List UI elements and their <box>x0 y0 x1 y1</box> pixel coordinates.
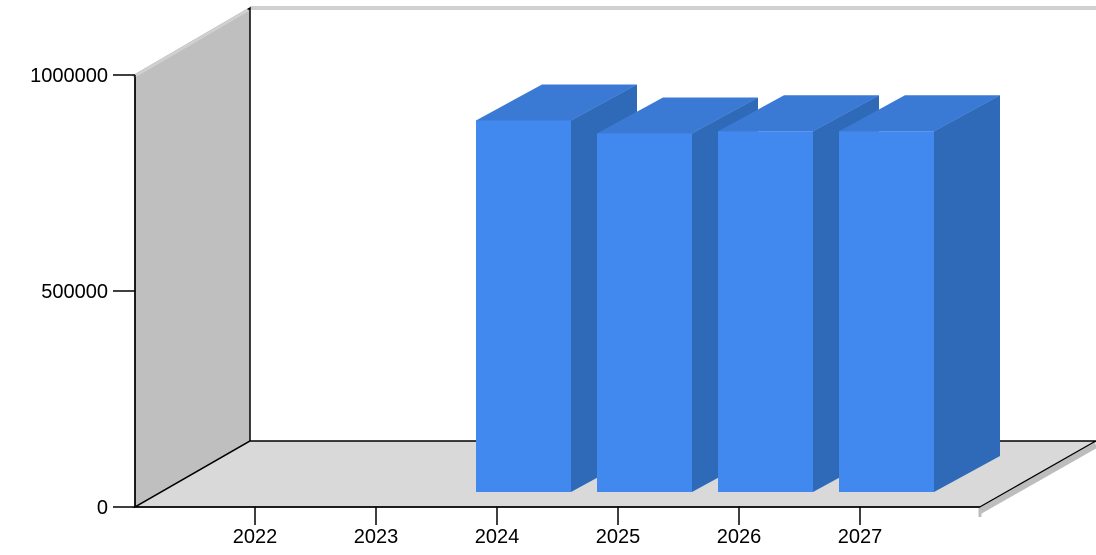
x-tick-label: 2027 <box>838 526 883 548</box>
bar-side <box>934 95 1000 492</box>
y-tick-label: 1000000 <box>30 65 108 87</box>
floor-shadow <box>978 442 1096 514</box>
bar-front <box>597 133 692 492</box>
y-tick-label: 0 <box>97 497 108 519</box>
x-tick-label: 2025 <box>596 526 641 548</box>
bar-top <box>597 97 758 134</box>
left-wall-shadow <box>132 8 249 79</box>
bar-series <box>476 84 1000 492</box>
bar-front <box>476 120 571 492</box>
bar-front <box>839 131 934 492</box>
y-axis: 0 500000 1000000 <box>30 65 136 519</box>
bar <box>839 95 1000 492</box>
x-tick-label: 2024 <box>475 526 520 548</box>
x-tick-label: 2026 <box>717 526 762 548</box>
bar-top <box>718 95 879 132</box>
left-wall <box>134 6 251 509</box>
bar-top <box>476 84 637 121</box>
x-tick-label: 2023 <box>354 526 399 548</box>
bar-front <box>718 131 813 492</box>
bar-top <box>839 95 1000 132</box>
y-tick-label: 500000 <box>41 281 108 303</box>
x-axis: 2022 2023 2024 2025 2026 2027 <box>135 506 980 548</box>
x-tick-label: 2022 <box>233 526 278 548</box>
